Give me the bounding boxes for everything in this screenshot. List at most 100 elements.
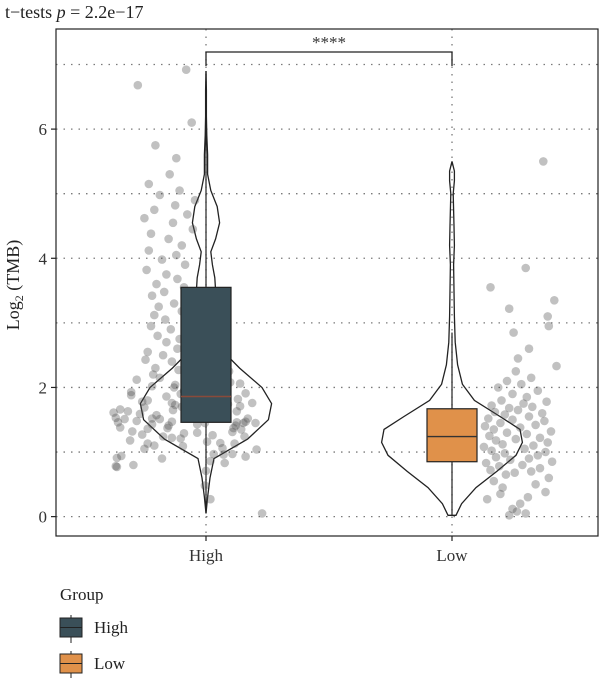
data-point-high (152, 279, 161, 289)
data-point-high (241, 389, 250, 398)
data-point-low (524, 344, 534, 354)
data-point-high (112, 453, 122, 463)
data-point-high (155, 373, 165, 383)
data-point-low (541, 487, 550, 497)
data-point-low (500, 449, 510, 458)
data-point-high (166, 325, 176, 334)
data-point-high (115, 405, 125, 414)
data-point-low (524, 412, 534, 421)
data-point-low (511, 434, 521, 444)
legend-label-high: High (94, 618, 129, 637)
data-point-high (172, 153, 181, 163)
data-point-high (202, 437, 212, 447)
data-point-high (144, 179, 154, 189)
data-point-low (496, 418, 505, 428)
plot-frame (55, 28, 599, 537)
data-point-low (501, 470, 511, 479)
data-point-high (140, 403, 149, 412)
data-point-high (230, 439, 239, 448)
data-point-low (529, 441, 538, 450)
data-point-high (128, 427, 137, 436)
data-point-high (123, 407, 133, 416)
data-point-low (480, 421, 490, 431)
data-point-high (170, 400, 180, 410)
data-point-high (147, 291, 157, 301)
data-point-high (155, 190, 165, 200)
data-point-high (216, 438, 225, 448)
data-point-high (180, 260, 190, 270)
y-tick-label: 2 (39, 378, 48, 397)
y-tick-label: 4 (39, 249, 48, 268)
data-point-high (232, 407, 242, 416)
data-point-low (513, 354, 523, 363)
data-point-low (522, 429, 532, 439)
data-point-high (129, 460, 138, 470)
box-high (180, 286, 232, 423)
data-point-low (524, 454, 534, 463)
data-point-high (152, 410, 161, 420)
data-point-low (498, 483, 507, 492)
y-tick-label: 0 (39, 508, 48, 527)
data-point-low (518, 460, 527, 470)
plot-area: **** 0 2 4 6 High Low (39, 28, 599, 565)
data-point-high (150, 441, 159, 450)
data-point-high (190, 195, 200, 205)
data-point-high (241, 452, 250, 461)
data-point-low (517, 379, 526, 389)
data-point-high (158, 350, 168, 360)
data-point-low (539, 157, 548, 166)
data-point-high (148, 370, 158, 379)
data-point-low (500, 410, 510, 419)
data-point-low (491, 452, 501, 462)
data-point-high (143, 396, 152, 405)
data-point-low (486, 465, 495, 475)
data-point-high (151, 141, 160, 150)
data-point-high (175, 186, 184, 195)
y-axis-label: Log2 (TMB) (3, 240, 26, 331)
data-point-high (113, 418, 123, 427)
violin-low (380, 161, 524, 516)
data-point-high (137, 397, 147, 407)
data-point-high (220, 458, 229, 468)
data-point-low (513, 405, 523, 415)
chart-title: t−tests p = 2.2e−17 (5, 2, 143, 22)
data-point-high (188, 224, 198, 234)
data-point-high (168, 405, 178, 415)
data-point-high (173, 344, 182, 354)
data-point-low (542, 397, 551, 407)
data-point-low (508, 415, 517, 425)
data-point-high (157, 454, 167, 463)
data-point-low (546, 427, 556, 436)
data-point-low (512, 507, 522, 516)
data-point-low (521, 509, 530, 518)
data-point-high (247, 398, 257, 408)
data-point-low (479, 442, 489, 452)
data-point-high (206, 456, 215, 466)
legend: Group High Low (59, 585, 129, 678)
data-point-high (150, 205, 159, 215)
data-point-high (117, 451, 126, 461)
data-point-high (142, 265, 151, 275)
data-point-low (526, 467, 536, 476)
data-point-high (157, 255, 167, 264)
data-point-low (528, 402, 537, 412)
data-point-high (132, 416, 141, 426)
data-point-high (163, 423, 172, 433)
data-point-high (144, 246, 154, 255)
data-point-high (161, 315, 170, 324)
data-point-low (493, 383, 503, 392)
data-point-high (209, 449, 218, 459)
data-point-high (192, 428, 202, 438)
data-point-high (164, 234, 173, 244)
title-prefix: t−tests (5, 2, 57, 22)
data-point-low (543, 438, 552, 447)
data-point-low (547, 457, 557, 467)
data-point-high (146, 321, 156, 331)
data-point-high (120, 414, 129, 424)
significance-label: **** (312, 33, 346, 52)
data-point-high (168, 218, 178, 228)
data-point-high (154, 302, 163, 312)
data-point-high (162, 270, 171, 279)
data-point-low (540, 416, 549, 426)
data-point-low (504, 403, 514, 413)
